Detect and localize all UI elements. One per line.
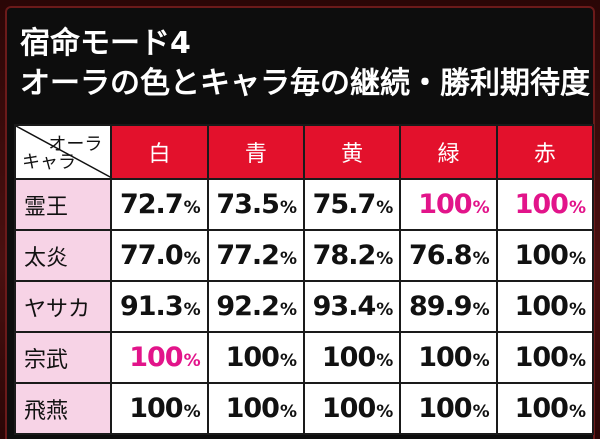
cell-value: 100 bbox=[225, 342, 280, 373]
table-cell: 100% bbox=[495, 382, 595, 435]
cell-value: 100 bbox=[514, 240, 569, 271]
table-row: ヤサカ 91.3% 92.2% 93.4% 89.9% 100% bbox=[13, 280, 595, 333]
cell-value: 77.0 bbox=[119, 240, 184, 271]
page-title: 宿命モード4 オーラの色とキャラ毎の継続・勝利期待度 bbox=[20, 24, 590, 104]
title-line-2: オーラの色とキャラ毎の継続・勝利期待度 bbox=[20, 66, 590, 101]
cell-unit: % bbox=[472, 198, 490, 218]
diagonal-divider bbox=[17, 127, 110, 177]
cell-unit: % bbox=[183, 351, 201, 371]
row-header: ヤサカ bbox=[13, 280, 113, 333]
cell-value: 100 bbox=[418, 342, 472, 373]
table-cell: 100% bbox=[206, 331, 305, 384]
row-header: 宗武 bbox=[13, 331, 113, 384]
corner-cell: オーラ キャラ bbox=[13, 124, 113, 180]
header-row: オーラ キャラ 白 青 黄 緑 赤 bbox=[13, 124, 595, 180]
cell-unit: % bbox=[568, 198, 586, 218]
cell-unit: % bbox=[472, 351, 490, 371]
cell-unit: % bbox=[183, 402, 201, 422]
expectation-table: オーラ キャラ 白 青 黄 緑 赤 霊王 72.7% 73.5% 75.7% 100% 1… bbox=[13, 124, 595, 435]
row-header: 飛燕 bbox=[13, 382, 113, 435]
cell-unit: % bbox=[376, 198, 394, 218]
cell-unit: % bbox=[376, 249, 394, 269]
col-header-yellow: 黄 bbox=[302, 124, 402, 180]
table-cell: 100% bbox=[495, 229, 595, 282]
table-cell: 100% bbox=[495, 178, 595, 231]
cell-unit: % bbox=[183, 249, 201, 269]
cell-unit: % bbox=[472, 249, 490, 269]
table-row: 飛燕 100% 100% 100% 100% 100% bbox=[13, 382, 595, 435]
cell-value: 89.9 bbox=[408, 291, 473, 322]
cell-unit: % bbox=[279, 402, 297, 422]
cell-unit: % bbox=[568, 351, 586, 371]
cell-unit: % bbox=[279, 198, 297, 218]
table-cell: 92.2% bbox=[206, 280, 305, 333]
cell-value: 100 bbox=[129, 393, 183, 424]
col-header-blue: 青 bbox=[206, 124, 305, 180]
cell-value: 78.2 bbox=[312, 240, 377, 271]
cell-value: 91.3 bbox=[119, 291, 184, 322]
table-cell: 100% bbox=[206, 382, 305, 435]
table-cell: 100% bbox=[495, 331, 595, 384]
cell-value: 76.8 bbox=[408, 240, 473, 271]
cell-unit: % bbox=[568, 249, 586, 269]
table-cell: 100% bbox=[399, 178, 498, 231]
cell-unit: % bbox=[376, 300, 394, 320]
cell-unit: % bbox=[568, 300, 586, 320]
table-cell: 78.2% bbox=[302, 229, 402, 282]
cell-value: 100 bbox=[514, 342, 569, 373]
table-cell: 72.7% bbox=[110, 178, 209, 231]
cell-unit: % bbox=[279, 249, 297, 269]
cell-value: 100 bbox=[225, 393, 280, 424]
table-cell: 100% bbox=[399, 382, 498, 435]
table-row: 霊王 72.7% 73.5% 75.7% 100% 100% bbox=[13, 178, 595, 231]
cell-value: 100 bbox=[418, 189, 472, 220]
row-header: 太炎 bbox=[13, 229, 113, 282]
cell-value: 73.5 bbox=[216, 189, 280, 220]
cell-value: 72.7 bbox=[119, 189, 184, 220]
cell-value: 100 bbox=[321, 342, 376, 373]
table-row: 太炎 77.0% 77.2% 78.2% 76.8% 100% bbox=[13, 229, 595, 282]
col-header-red: 赤 bbox=[495, 124, 595, 180]
table-cell: 100% bbox=[399, 331, 498, 384]
cell-value: 100 bbox=[321, 393, 376, 424]
cell-value: 77.2 bbox=[216, 240, 280, 271]
table-cell: 77.0% bbox=[110, 229, 209, 282]
table-cell: 93.4% bbox=[302, 280, 402, 333]
cell-unit: % bbox=[568, 402, 586, 422]
corner-chara-label: キャラ bbox=[22, 152, 76, 173]
table-cell: 91.3% bbox=[110, 280, 209, 333]
table-cell: 100% bbox=[495, 280, 595, 333]
cell-value: 92.2 bbox=[216, 291, 280, 322]
cell-unit: % bbox=[472, 300, 490, 320]
corner-aura-label: オーラ bbox=[48, 134, 103, 155]
cell-value: 100 bbox=[418, 393, 472, 424]
cell-value: 100 bbox=[514, 189, 569, 220]
table-row: 宗武 100% 100% 100% 100% 100% bbox=[13, 331, 595, 384]
cell-unit: % bbox=[376, 402, 394, 422]
table-cell: 100% bbox=[302, 331, 402, 384]
cell-value: 100 bbox=[129, 342, 183, 373]
cell-unit: % bbox=[279, 351, 297, 371]
table-cell: 100% bbox=[110, 382, 209, 435]
table-cell: 100% bbox=[110, 331, 209, 384]
cell-value: 75.7 bbox=[312, 189, 377, 220]
table-cell: 73.5% bbox=[206, 178, 305, 231]
table-cell: 75.7% bbox=[302, 178, 402, 231]
table-cell: 100% bbox=[302, 382, 402, 435]
cell-value: 93.4 bbox=[312, 291, 377, 322]
row-header: 霊王 bbox=[13, 178, 113, 231]
title-line-1: 宿命モード4 bbox=[20, 26, 191, 61]
cell-value: 100 bbox=[514, 291, 569, 322]
cell-unit: % bbox=[183, 198, 201, 218]
cell-unit: % bbox=[472, 402, 490, 422]
table-cell: 77.2% bbox=[206, 229, 305, 282]
table-cell: 76.8% bbox=[399, 229, 498, 282]
cell-unit: % bbox=[376, 351, 394, 371]
table-cell: 89.9% bbox=[399, 280, 498, 333]
cell-value: 100 bbox=[514, 393, 569, 424]
col-header-white: 白 bbox=[110, 124, 209, 180]
cell-unit: % bbox=[279, 300, 297, 320]
col-header-green: 緑 bbox=[399, 124, 498, 180]
cell-unit: % bbox=[183, 300, 201, 320]
